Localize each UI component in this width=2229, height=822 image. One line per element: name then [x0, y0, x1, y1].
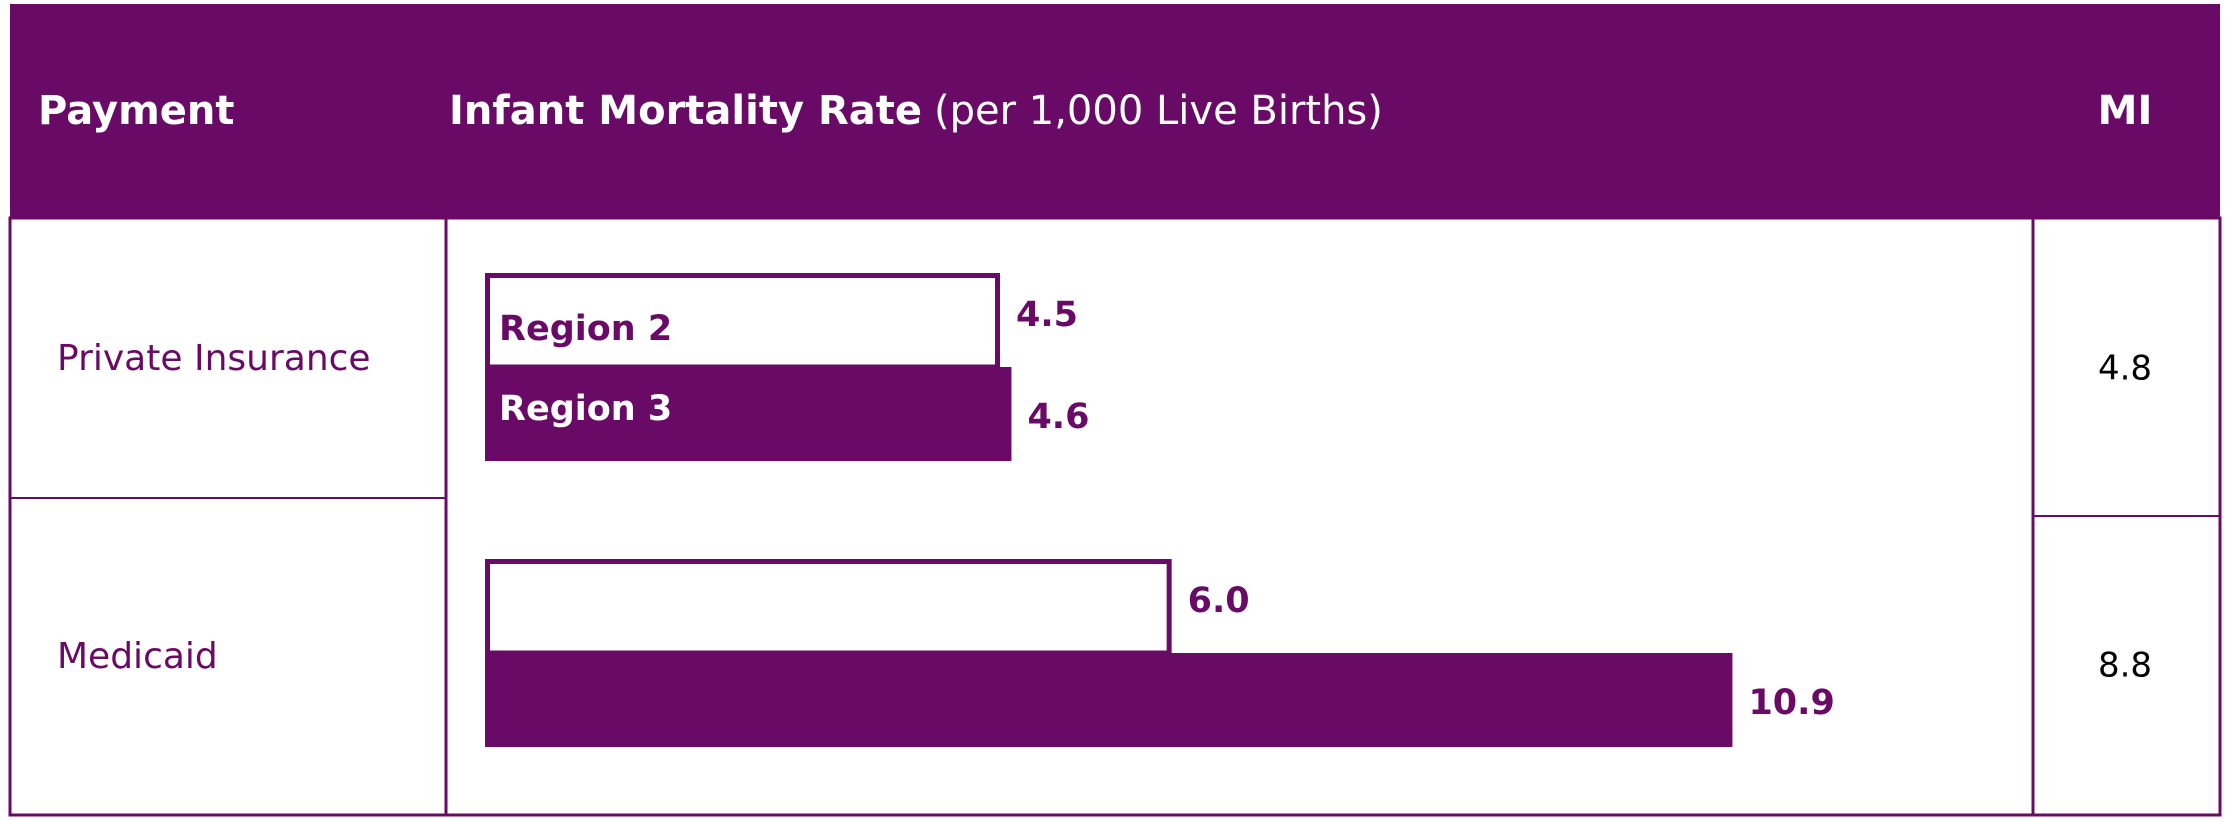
- row-label: Private Insurance: [57, 338, 371, 379]
- header-band: [10, 4, 2220, 218]
- value-label: 4.6: [1027, 397, 1089, 437]
- subtitle: (per 1,000 Live Births): [934, 88, 1383, 134]
- column-header: MI: [2098, 88, 2153, 134]
- value-label: 4.5: [1016, 295, 1078, 335]
- row-label: Medicaid: [57, 636, 218, 677]
- bar: [485, 559, 1172, 656]
- legend-label: Region 3: [499, 389, 672, 429]
- value-label: 10.9: [1748, 683, 1834, 723]
- mi-value: 8.8: [2098, 646, 2152, 686]
- bar: [485, 367, 1012, 461]
- legend-label: Region 2: [499, 309, 672, 349]
- mi-value: 4.8: [2098, 349, 2152, 389]
- column-header: Payment: [38, 88, 234, 134]
- value-label: 6.0: [1188, 581, 1250, 621]
- chart-title: Infant Mortality Rate (per 1,000 Live Bir…: [449, 88, 1383, 134]
- title: Infant Mortality Rate: [449, 88, 922, 134]
- bar: [485, 653, 1733, 747]
